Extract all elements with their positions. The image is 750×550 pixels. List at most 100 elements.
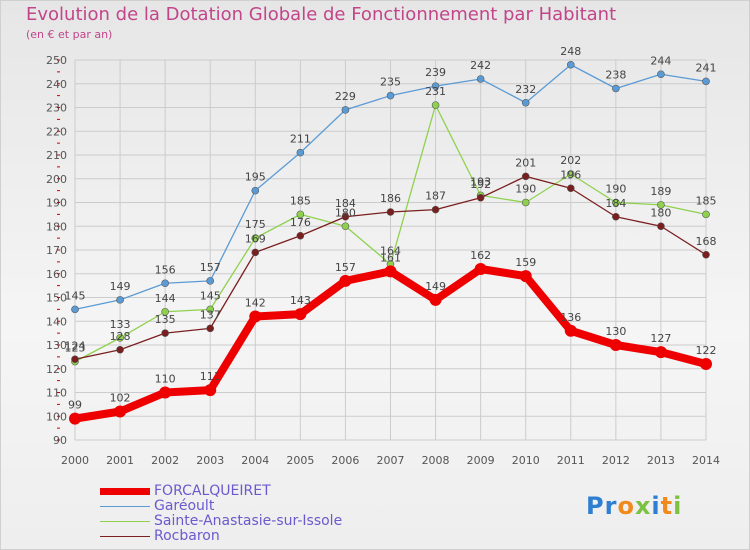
data-point (161, 279, 169, 288)
data-label: 190 (605, 183, 626, 196)
y-tick-label: 140 (46, 315, 67, 328)
data-point (294, 308, 307, 321)
data-label: 127 (650, 332, 671, 345)
data-label: 99 (68, 399, 82, 412)
data-label: 157 (335, 261, 356, 274)
data-label: 185 (290, 194, 311, 207)
y-tick-label: 230 (46, 102, 67, 115)
x-tick-label: 2002 (151, 454, 179, 467)
data-label: 161 (380, 251, 401, 264)
data-label: 159 (515, 256, 536, 269)
data-label: 157 (200, 261, 221, 274)
data-label: 110 (155, 373, 176, 386)
y-tick-label: 180 (46, 220, 67, 233)
data-point (521, 98, 530, 107)
data-label: 149 (425, 280, 446, 293)
y-tick-label: 130 (46, 339, 67, 352)
data-label: 122 (696, 344, 717, 357)
data-label: 248 (560, 45, 581, 58)
data-point (69, 412, 81, 425)
data-point (654, 346, 667, 359)
data-point (251, 186, 260, 195)
data-point (296, 210, 305, 219)
data-label: 149 (110, 280, 131, 293)
data-point (206, 324, 215, 333)
data-point (116, 296, 124, 304)
data-label: 185 (696, 194, 717, 207)
data-label: 180 (650, 206, 671, 219)
data-label: 111 (200, 370, 221, 383)
data-label: 244 (650, 54, 671, 67)
proxiti-logo: Proxiti (586, 492, 683, 520)
data-point (474, 263, 487, 275)
chart-subtitle: (en € et par an) (26, 28, 113, 41)
data-point (657, 70, 665, 79)
data-point (521, 198, 530, 207)
data-point (296, 148, 305, 157)
data-point (429, 293, 442, 306)
y-tick-label: 200 (46, 173, 67, 186)
data-label: 241 (696, 61, 717, 74)
data-point (116, 334, 124, 342)
y-tick-label: 150 (46, 292, 67, 305)
data-point (251, 248, 260, 257)
x-tick-label: 2010 (512, 454, 540, 467)
data-label: 239 (425, 66, 446, 79)
y-tick-label: 240 (46, 78, 67, 91)
data-point (251, 234, 260, 242)
data-label: 231 (425, 85, 446, 98)
legend-swatch (100, 521, 150, 522)
data-point (386, 208, 395, 216)
x-tick-label: 2012 (602, 454, 630, 467)
x-tick-label: 2004 (241, 454, 269, 467)
data-label: 156 (155, 263, 176, 276)
x-tick-label: 2009 (467, 454, 495, 467)
data-label: 184 (335, 197, 356, 210)
data-point (612, 212, 620, 221)
data-label: 124 (65, 339, 86, 352)
legend-label: Garéoult (154, 498, 215, 514)
y-tick-label: 160 (46, 268, 67, 281)
x-tick-label: 2014 (692, 454, 720, 467)
data-label: 196 (560, 168, 581, 181)
data-label: 184 (605, 197, 626, 210)
data-point (204, 384, 217, 397)
data-label: 201 (515, 156, 536, 169)
legend-label: Sainte-Anastasie-sur-Issole (154, 513, 343, 529)
x-tick-label: 2006 (331, 454, 359, 467)
data-point (114, 405, 127, 418)
y-tick-label: 110 (46, 387, 67, 400)
data-point (476, 75, 485, 83)
x-tick-label: 2011 (557, 454, 585, 467)
data-point (384, 265, 397, 278)
legend-label: FORCALQUEIRET (154, 483, 271, 499)
data-label: 193 (470, 175, 491, 188)
data-label: 229 (335, 90, 356, 103)
data-point (206, 305, 215, 314)
data-point (702, 77, 710, 86)
y-tick-label: 250 (46, 54, 67, 67)
data-point (159, 386, 172, 399)
data-point (612, 198, 620, 207)
x-tick-label: 2007 (377, 454, 405, 467)
data-label: 162 (470, 249, 491, 262)
data-point (566, 170, 575, 178)
data-label: 176 (290, 216, 311, 229)
data-point (431, 82, 440, 90)
data-point (71, 355, 79, 364)
data-point (161, 329, 169, 337)
data-point (116, 345, 124, 354)
data-point (521, 172, 530, 181)
data-point (296, 231, 305, 240)
data-point (476, 193, 485, 202)
y-tick-label: 100 (46, 410, 67, 423)
data-label: 145 (65, 289, 86, 302)
data-label: 180 (335, 206, 356, 219)
data-label: 242 (470, 59, 491, 72)
data-point (566, 184, 575, 193)
x-tick-label: 2000 (61, 454, 89, 467)
data-point (566, 60, 575, 69)
data-label: 142 (245, 297, 266, 310)
data-point (339, 274, 352, 287)
